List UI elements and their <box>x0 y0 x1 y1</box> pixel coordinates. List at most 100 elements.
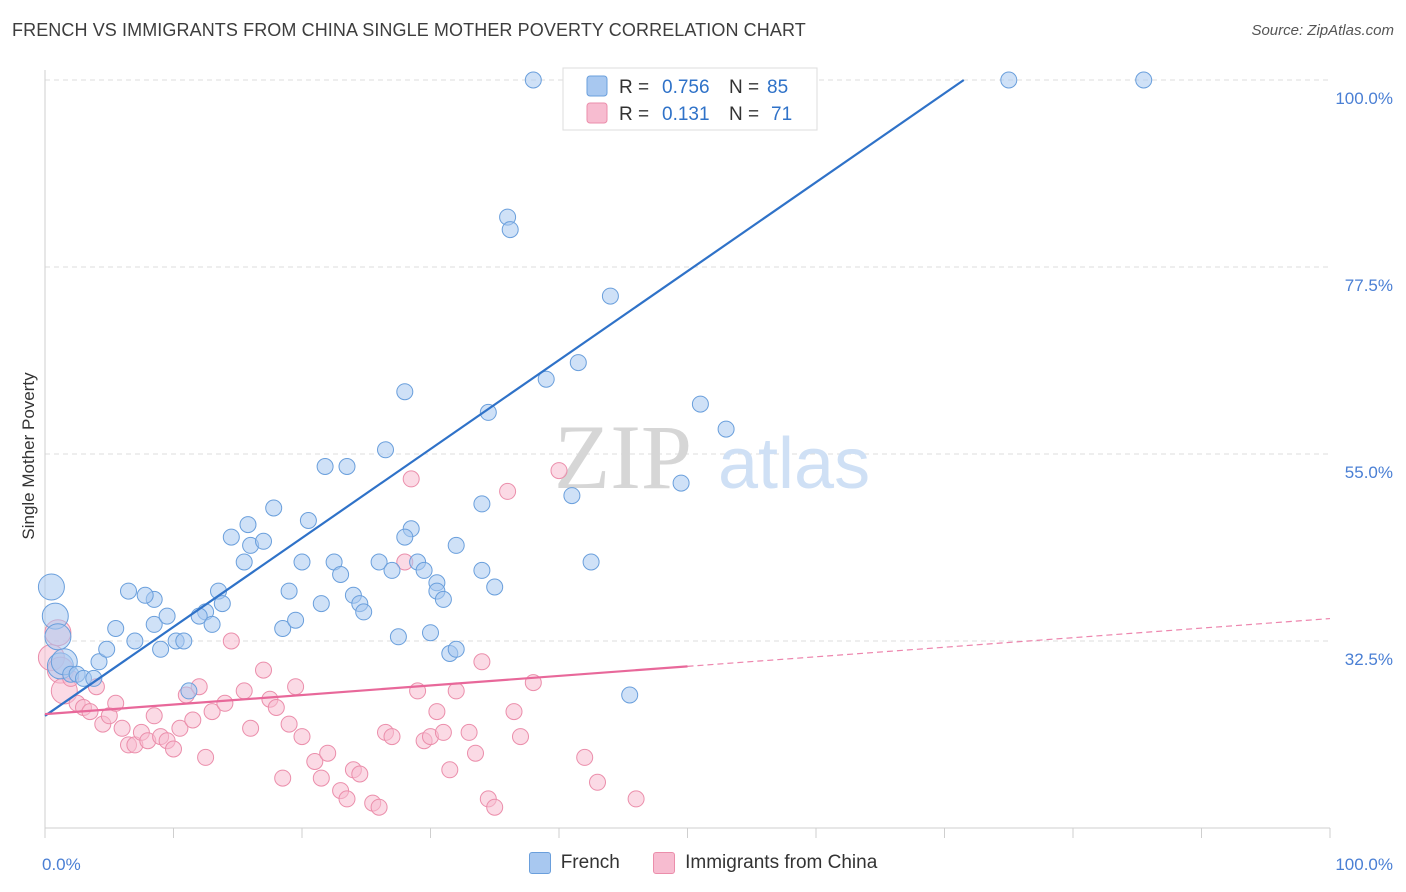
french-point <box>537 370 555 388</box>
french-point <box>98 640 116 658</box>
stats-r-label-french: R = <box>619 77 649 98</box>
french-point <box>316 458 334 475</box>
stats-legend: R = 0.756 N = 85 R = 0.131 N = 71 <box>562 67 818 131</box>
china-point <box>274 769 292 787</box>
french-point <box>332 566 350 583</box>
french-point <box>136 586 154 604</box>
china-point <box>351 765 369 783</box>
y-tick-label: 32.5% <box>1345 650 1393 669</box>
legend-label-french: French <box>560 852 620 873</box>
french-point <box>370 553 388 571</box>
french-point <box>175 632 193 650</box>
china-point <box>197 748 215 766</box>
french-point <box>1000 71 1018 89</box>
french-point <box>44 623 72 651</box>
y-axis-label: Single Mother Poverty <box>19 372 38 540</box>
china-point <box>486 798 504 816</box>
china-point <box>576 748 594 766</box>
french-point <box>717 420 735 438</box>
watermark-atlas: atlas <box>718 424 870 504</box>
china-point <box>447 682 465 700</box>
french-point <box>293 553 311 571</box>
china-point <box>434 723 452 741</box>
legend-swatch-french <box>528 852 551 874</box>
french-point <box>287 611 305 629</box>
french-point <box>415 561 433 579</box>
french-point <box>222 528 240 546</box>
french-point <box>621 686 639 704</box>
axes <box>44 70 1330 829</box>
french-point <box>473 561 491 579</box>
stats-n-value-french: 85 <box>767 77 788 98</box>
french-point <box>422 624 439 642</box>
china-point <box>338 790 356 808</box>
french-point <box>213 595 231 613</box>
french-point <box>299 512 317 529</box>
french-point <box>396 383 414 401</box>
zipatlas-watermark: ZIP atlas <box>554 406 870 508</box>
french-point <box>434 590 452 608</box>
china-point <box>312 769 330 787</box>
french-point <box>203 615 221 633</box>
china-point <box>428 703 446 721</box>
legend-swatch-china <box>653 852 676 874</box>
french-point <box>1135 71 1153 89</box>
china-point <box>550 462 568 480</box>
series-legend: French Immigrants from China <box>0 852 1406 880</box>
legend-item-french[interactable]: French <box>528 852 620 874</box>
french-point <box>107 620 125 637</box>
china-point <box>473 653 491 671</box>
french-point <box>37 573 65 601</box>
china-point <box>467 744 484 762</box>
china-point <box>242 719 260 737</box>
china-point <box>184 711 202 729</box>
stats-n-label-french: N = <box>729 77 759 98</box>
french-point <box>158 607 176 625</box>
french-point <box>473 495 491 513</box>
french-point <box>569 354 587 372</box>
french-point <box>524 71 542 89</box>
french-point <box>479 403 497 421</box>
china-point <box>512 728 529 746</box>
trend-lines <box>44 79 1331 717</box>
french-point <box>582 553 600 571</box>
x-tick-label-max: 100.0% <box>1335 855 1393 874</box>
china-point <box>255 661 272 679</box>
china-point <box>216 694 234 712</box>
y-tick-label: 77.5% <box>1345 276 1393 295</box>
french-point <box>691 395 709 413</box>
french-points <box>37 71 1153 704</box>
china-point <box>627 790 645 808</box>
tick-labels: 32.5% 55.0% 77.5% 100.0% 0.0% 100.0% <box>42 89 1393 874</box>
french-point <box>235 553 253 571</box>
y-tick-label: 55.0% <box>1345 463 1393 482</box>
china-point <box>383 728 401 746</box>
stats-n-value-china: 71 <box>771 104 792 125</box>
french-point <box>152 640 170 658</box>
french-point <box>145 615 163 633</box>
french-point <box>672 474 690 492</box>
stats-swatch-china <box>586 102 608 124</box>
french-point <box>312 595 330 613</box>
china-point <box>402 470 420 488</box>
french-point <box>447 640 465 658</box>
french-point <box>255 532 272 550</box>
french-point <box>501 221 519 239</box>
legend-item-china[interactable]: Immigrants from China <box>653 852 877 874</box>
stats-n-label-china: N = <box>729 104 759 125</box>
french-point <box>396 528 414 546</box>
china-trend-line-extension <box>687 617 1331 667</box>
china-point <box>589 773 606 791</box>
french-point <box>274 620 292 637</box>
french-point <box>355 603 373 621</box>
french-point <box>280 582 298 600</box>
china-point <box>165 740 182 758</box>
x-tick-label-min: 0.0% <box>42 855 81 874</box>
legend-label-china: Immigrants from China <box>685 852 878 873</box>
french-point <box>265 499 283 517</box>
china-point <box>235 682 253 700</box>
china-trend-line <box>44 665 688 716</box>
china-point <box>460 723 478 741</box>
